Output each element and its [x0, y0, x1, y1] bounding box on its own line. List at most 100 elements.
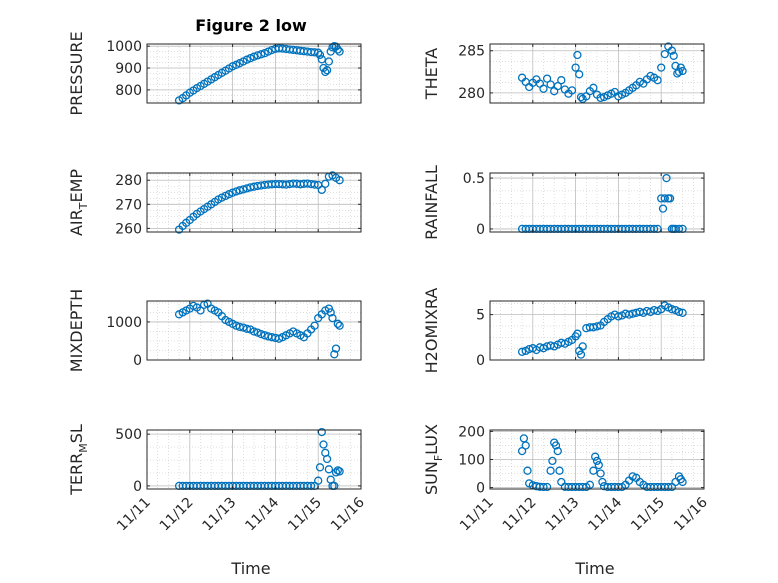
y-axis-label-subscript: F [432, 455, 445, 461]
y-axis-label-subscript: M [77, 443, 90, 453]
data-point [592, 322, 602, 331]
data-point [321, 67, 330, 77]
data-point [658, 204, 668, 213]
subplot-rainfall: 0 0.5 RAINFALL [422, 165, 705, 240]
data-point [228, 188, 237, 197]
x-tick-label: 11/14 [585, 494, 625, 534]
data-point [551, 441, 561, 450]
data-point [319, 440, 328, 449]
data-point [567, 86, 577, 95]
data-point [671, 61, 680, 71]
data-point [335, 176, 344, 185]
data-point [662, 173, 671, 183]
data-point [591, 452, 600, 461]
data-point [573, 50, 582, 60]
y-tick-label: 280 [458, 86, 485, 102]
y-axis-label-part: EMP [67, 169, 86, 203]
y-tick-label: 200 [458, 424, 485, 440]
data-point [578, 482, 587, 492]
y-tick-label: 0 [476, 353, 485, 369]
data-point [253, 51, 262, 60]
data-point [331, 344, 341, 353]
data-point [310, 321, 319, 330]
subplot-h2omixra: 0 5 H2OMIXRA [422, 288, 705, 373]
x-tick-label: 11/12 [500, 495, 540, 535]
data-point [592, 456, 602, 466]
data-point [548, 456, 557, 466]
axes-box [146, 429, 362, 490]
y-axis-label-subscript: T [77, 202, 90, 210]
data-point [598, 477, 607, 487]
data-point [553, 446, 562, 456]
data-point [594, 460, 603, 470]
y-tick-label: 1000 [106, 39, 142, 55]
data-point [314, 48, 323, 57]
x-tick-label: 11/11 [114, 495, 154, 535]
data-point [317, 185, 326, 195]
data-point [542, 482, 552, 492]
data-point [576, 350, 586, 359]
data-point [667, 46, 677, 55]
data-point [322, 66, 332, 75]
data-point [589, 466, 598, 475]
y-axis-label-part: SL [67, 424, 86, 443]
data-point [335, 321, 344, 330]
x-tick-label: 11/15 [285, 495, 325, 535]
data-point [324, 465, 334, 474]
y-tick-label: 0 [133, 353, 142, 369]
data-point [539, 84, 548, 93]
y-tick-label: 100 [458, 453, 485, 469]
axes-box [489, 300, 705, 361]
data-point [575, 70, 584, 79]
x-tick-label: 11/13 [200, 495, 240, 535]
y-axis-label: TERRMSL [67, 424, 90, 496]
data-point [324, 57, 334, 66]
data-point [321, 179, 330, 188]
data-point [578, 342, 587, 351]
data-point [333, 45, 342, 54]
data-point [335, 467, 344, 476]
subplot-sun-flux: 0 100 200 11/11 11/12 11/13 11/14 11/15 11/16 SUN… [422, 424, 711, 534]
subplot-mixdepth: 0 1000 MIXDEPTH [67, 289, 362, 372]
axes-box [146, 172, 362, 233]
y-axis-label-part: SUN [422, 461, 441, 495]
y-tick-label: 800 [115, 83, 142, 99]
data-point [678, 477, 687, 487]
data-point [573, 329, 582, 338]
data-point [328, 313, 337, 323]
data-point [256, 50, 266, 59]
data-point [585, 480, 595, 489]
data-point [523, 466, 532, 475]
y-tick-label: 285 [458, 44, 485, 60]
plot-area [490, 173, 704, 232]
subplot-theta: 280 285 THETA [422, 42, 705, 104]
data-point [314, 476, 323, 485]
y-tick-label: 500 [115, 427, 142, 443]
y-axis-label: MIXDEPTH [67, 289, 86, 372]
y-tick-label: 1000 [106, 315, 142, 331]
y-tick-label: 0 [476, 222, 485, 238]
data-point [326, 308, 335, 317]
x-axis-label-right: Time [574, 559, 614, 578]
data-point [667, 305, 677, 314]
y-tick-label: 0.5 [463, 171, 485, 187]
data-point [589, 83, 598, 92]
y-axis-label: RAINFALL [422, 165, 441, 240]
y-tick-label: 900 [115, 61, 142, 77]
data-point [517, 347, 527, 356]
data-point [310, 180, 319, 189]
data-point [256, 329, 266, 339]
data-point [660, 194, 669, 203]
data-point [317, 55, 326, 64]
axes-box [146, 300, 362, 361]
data-point [669, 51, 678, 60]
data-point [232, 187, 241, 196]
y-tick-label: 260 [115, 221, 142, 237]
x-tick-label: 11/15 [628, 495, 668, 535]
data-point [242, 324, 252, 333]
y-axis-label: AIRTEMP [67, 169, 90, 236]
data-point [553, 81, 562, 91]
data-point [333, 319, 342, 328]
